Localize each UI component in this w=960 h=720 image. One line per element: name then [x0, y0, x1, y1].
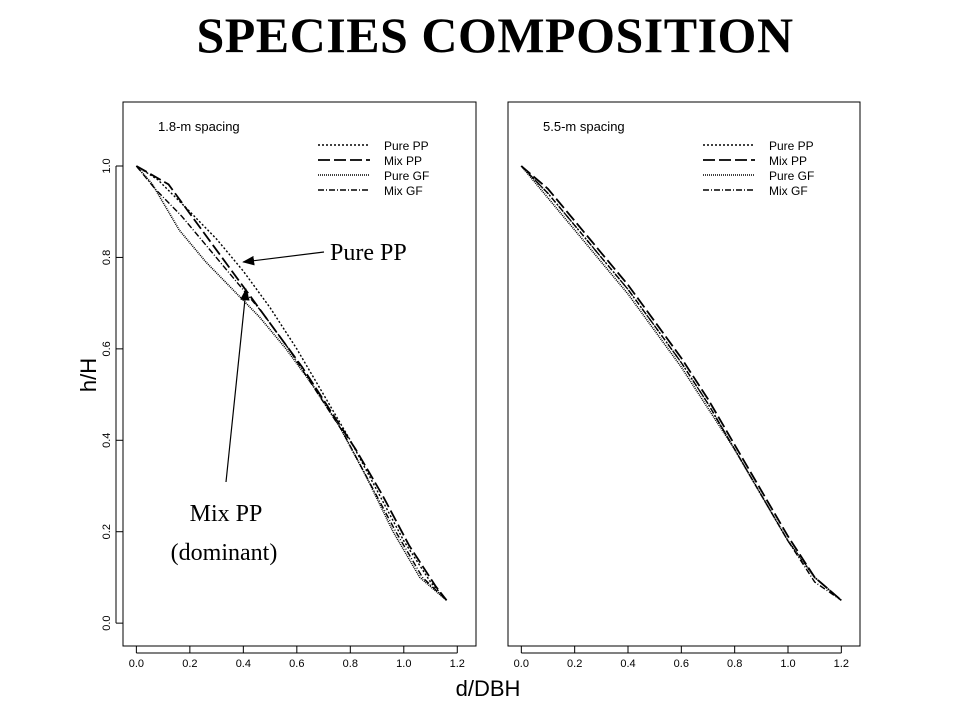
panel-1: 0.0 0.2 0.4 0.6 0.8 1.0 1.2 0.0 0.2 0.4 0.6 0.8 1.0 1…	[101, 101, 477, 670]
x-tick-label: 0.0	[129, 658, 144, 670]
annotation-pure-pp: Pure PP	[330, 240, 407, 266]
x-tick-label: 0.0	[514, 658, 529, 670]
x-axis-title: d/DBH	[456, 676, 521, 701]
x-tick-label: 0.8	[727, 658, 742, 670]
panel-2: 0.0 0.2 0.4 0.6 0.8 1.0 1.2 5.5-m spacing Pure P…	[507, 101, 861, 670]
x-tick-label: 0.2	[182, 658, 197, 670]
x-tick-label: 1.0	[780, 658, 795, 670]
slide-title: SPECIES COMPOSITION	[196, 7, 794, 63]
series-line-pure-gf	[520, 165, 842, 601]
annotation-mix-pp: Mix PP	[190, 501, 263, 527]
y-tick-label: 0.0	[101, 615, 113, 630]
series-line-mix-pp	[520, 165, 842, 601]
x-axis-ticks: 0.0 0.2 0.4 0.6 0.8 1.0 1.2	[514, 646, 849, 670]
x-tick-label: 0.4	[236, 658, 251, 670]
legend-label: Mix GF	[769, 184, 808, 198]
x-tick-label: 1.0	[396, 658, 411, 670]
panel-frame	[507, 101, 861, 647]
y-tick-label: 0.6	[101, 341, 113, 356]
x-tick-label: 1.2	[450, 658, 465, 670]
x-tick-label: 0.4	[620, 658, 635, 670]
x-axis-ticks: 0.0 0.2 0.4 0.6 0.8 1.0 1.2	[129, 646, 465, 670]
legend-label: Mix PP	[384, 154, 422, 168]
series-line-pure-pp	[520, 165, 842, 601]
legend-label: Pure GF	[769, 169, 814, 183]
series-line-pure-pp	[136, 165, 448, 601]
legend-label: Mix GF	[384, 184, 423, 198]
x-tick-label: 0.6	[289, 658, 304, 670]
panel-title: 5.5-m spacing	[543, 119, 625, 134]
y-tick-label: 0.2	[101, 524, 113, 539]
legend-label: Pure GF	[384, 169, 429, 183]
series-line-mix-gf	[520, 165, 842, 601]
y-tick-label: 1.0	[101, 158, 113, 173]
annotation-arrow	[242, 251, 325, 266]
panel-title: 1.8-m spacing	[158, 119, 240, 134]
y-axis-ticks: 0.0 0.2 0.4 0.6 0.8 1.0	[101, 158, 123, 631]
annotation-mix-pp-sub: (dominant)	[171, 540, 278, 566]
y-tick-label: 0.4	[101, 433, 113, 448]
panel-frame	[122, 101, 477, 647]
y-tick-label: 0.8	[101, 250, 113, 265]
annotation-arrow	[225, 288, 250, 483]
legend-label: Mix PP	[769, 154, 807, 168]
y-axis-title: h/H	[76, 358, 101, 392]
x-tick-label: 0.6	[674, 658, 689, 670]
series-line-pure-gf	[135, 165, 448, 601]
x-tick-label: 0.8	[343, 658, 358, 670]
legend-label: Pure PP	[769, 139, 814, 153]
legend-label: Pure PP	[384, 139, 429, 153]
x-tick-label: 1.2	[834, 658, 849, 670]
series-line-mix-gf	[135, 165, 448, 601]
x-tick-label: 0.2	[567, 658, 582, 670]
series-line-mix-pp	[135, 165, 448, 601]
